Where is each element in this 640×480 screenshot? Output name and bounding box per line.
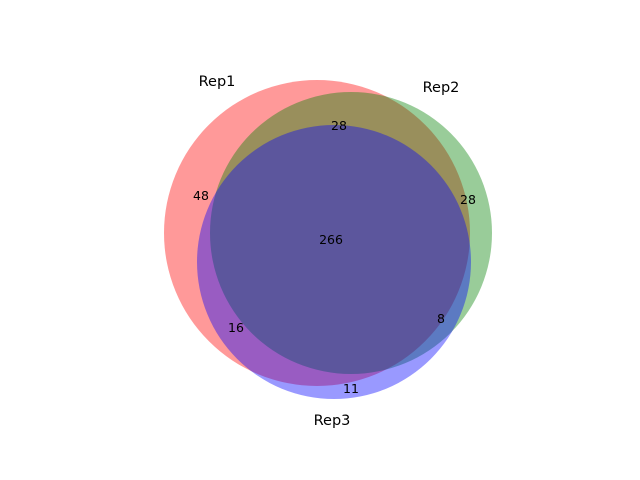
circle-rep2 [210, 92, 492, 374]
count-rep2-rep3: 8 [437, 311, 445, 326]
set-label-rep2: Rep2 [423, 80, 460, 96]
count-rep1-rep3: 16 [228, 320, 244, 335]
region-counts: 48 28 11 28 16 8 266 [193, 118, 476, 396]
set-circles [164, 80, 492, 399]
circle-rep3 [197, 125, 471, 399]
circle-rep1 [164, 80, 470, 386]
set-label-rep1: Rep1 [199, 74, 236, 90]
set-labels: Rep1 Rep2 Rep3 [199, 74, 460, 429]
count-all-three: 266 [319, 232, 343, 247]
count-only-rep1: 48 [193, 188, 209, 203]
count-only-rep2: 28 [460, 192, 476, 207]
count-rep1-rep2: 28 [331, 118, 347, 133]
set-label-rep3: Rep3 [314, 413, 351, 429]
count-only-rep3: 11 [343, 381, 359, 396]
